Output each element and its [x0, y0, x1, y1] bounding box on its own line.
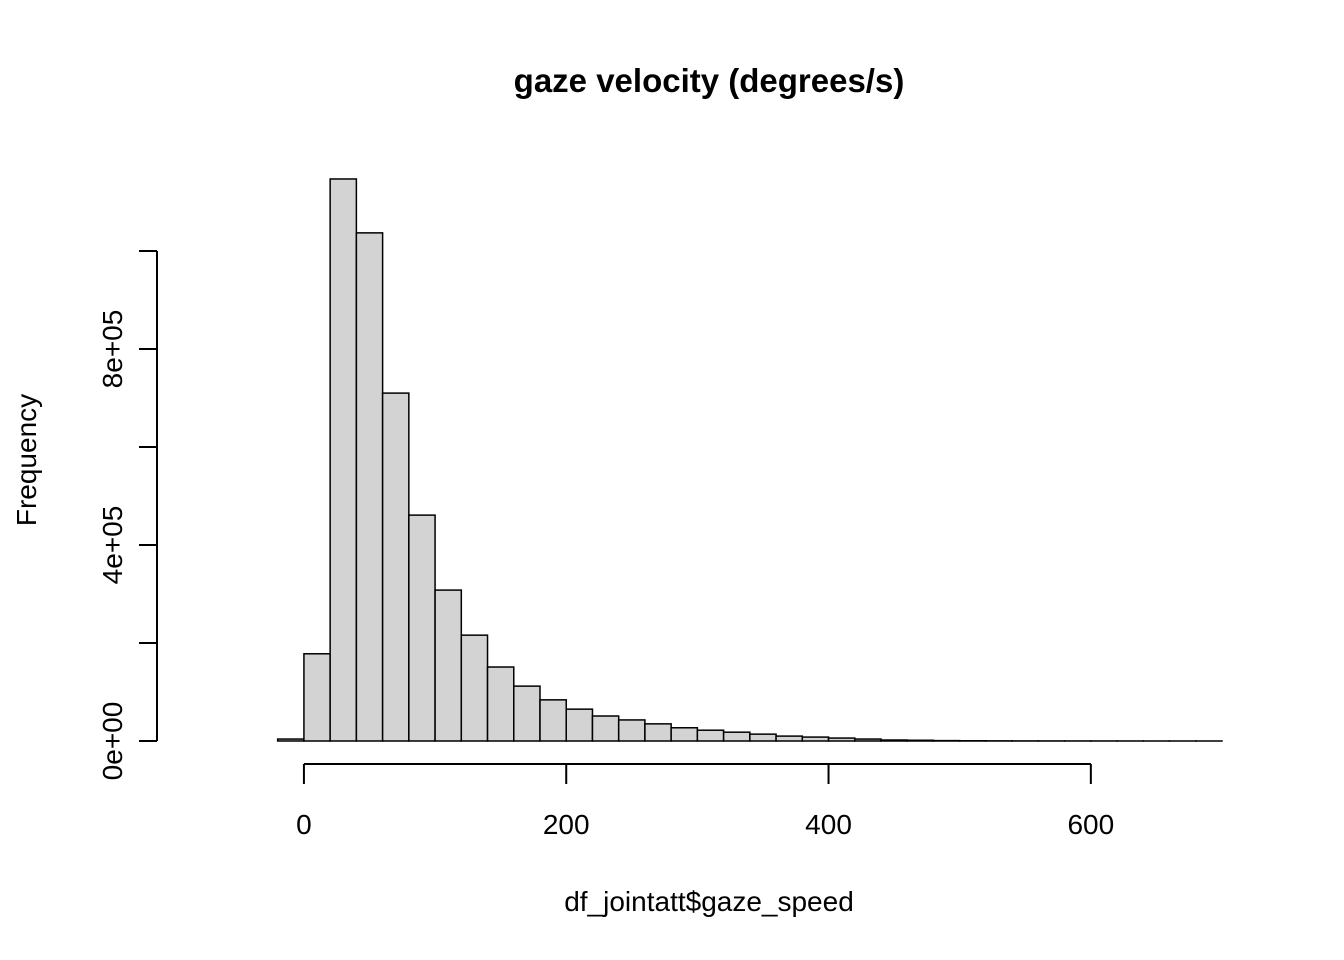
bar — [408, 514, 436, 742]
bar — [303, 653, 331, 742]
bar — [801, 736, 830, 742]
bar — [880, 739, 908, 742]
bar — [670, 727, 699, 742]
bar — [591, 715, 620, 742]
bar — [460, 634, 489, 742]
y-axis-label: Frequency — [11, 394, 42, 526]
bar — [381, 392, 410, 742]
x-tick-label: 200 — [543, 809, 590, 840]
bar — [355, 232, 384, 742]
bar — [722, 731, 751, 742]
x-tick-label: 0 — [296, 809, 312, 840]
bar — [644, 723, 672, 742]
bar — [539, 699, 567, 742]
chart-title: gaze velocity (degrees/s) — [514, 62, 905, 99]
x-axis-label: df_jointatt$gaze_speed — [564, 886, 854, 917]
bar — [854, 738, 882, 742]
bar — [906, 739, 935, 742]
bar — [827, 737, 856, 742]
bar — [749, 733, 777, 742]
bar — [513, 685, 541, 742]
x-tick-label: 400 — [805, 809, 852, 840]
bar — [696, 729, 725, 742]
bar — [329, 178, 358, 742]
x-tick-label: 600 — [1067, 809, 1114, 840]
bar — [486, 666, 515, 742]
bar — [276, 738, 305, 742]
bar — [565, 708, 594, 742]
bar — [617, 719, 646, 742]
y-tick-label: 8e+05 — [97, 310, 128, 389]
y-tick-label: 4e+05 — [97, 506, 128, 585]
bar — [434, 589, 463, 742]
y-tick-label: 0e+00 — [97, 702, 128, 781]
bar — [775, 735, 804, 742]
